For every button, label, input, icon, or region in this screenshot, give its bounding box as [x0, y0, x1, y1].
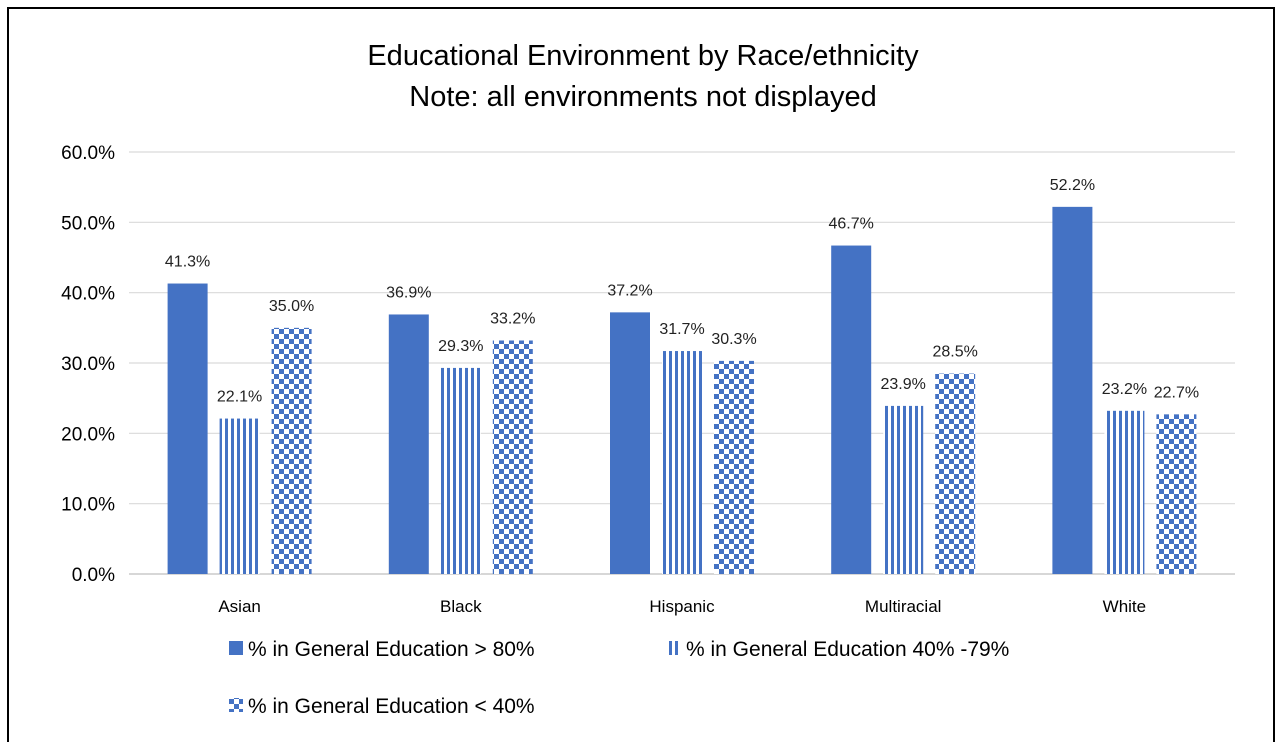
y-tick-label: 60.0% — [61, 143, 115, 164]
bar-solid — [1052, 206, 1093, 575]
bar-vertical-stripes — [219, 418, 260, 574]
bar-checkerboard — [714, 360, 754, 574]
data-label: 29.3% — [438, 338, 483, 355]
legend-label: % in General Education < 40% — [248, 695, 535, 718]
x-category-label: White — [1103, 597, 1146, 616]
data-label: 30.3% — [711, 331, 756, 348]
legend-label: % in General Education > 80% — [248, 638, 535, 661]
data-label: 28.5% — [933, 344, 978, 361]
y-tick-label: 40.0% — [61, 284, 115, 305]
data-label: 23.9% — [881, 376, 926, 393]
bar-vertical-stripes — [662, 351, 702, 574]
x-axis-categories: Asian Black Hispanic Multiracial White — [218, 597, 1146, 616]
legend-swatch — [667, 641, 681, 655]
bar-checkerboard — [935, 373, 976, 574]
legend-swatch — [229, 641, 243, 655]
y-tick-label: 30.0% — [61, 354, 115, 375]
y-tick-label: 20.0% — [61, 424, 115, 445]
chart-subtitle: Note: all environments not displayed — [409, 81, 876, 113]
x-category-label: Asian — [218, 597, 261, 616]
y-tick-label: 10.0% — [61, 495, 115, 516]
bars — [167, 206, 1197, 575]
bar-checkerboard — [271, 327, 312, 574]
y-axis-ticks: 0.0% 10.0% 20.0% 30.0% 40.0% 50.0% 60.0% — [61, 143, 115, 586]
bar-solid — [388, 314, 429, 574]
bar-vertical-stripes — [440, 367, 481, 574]
data-label: 52.2% — [1050, 177, 1095, 194]
bar-checkerboard — [492, 340, 533, 574]
chart-title: Educational Environment by Race/ethnicit… — [367, 40, 919, 72]
data-label: 46.7% — [829, 216, 874, 233]
data-label: 33.2% — [490, 310, 535, 327]
data-label: 31.7% — [659, 321, 704, 338]
data-label: 22.1% — [217, 389, 262, 406]
x-category-label: Black — [440, 597, 482, 616]
data-label: 41.3% — [165, 254, 210, 271]
y-tick-label: 0.0% — [72, 565, 115, 586]
bar-vertical-stripes — [883, 405, 924, 574]
data-label: 37.2% — [607, 282, 652, 299]
y-tick-label: 50.0% — [61, 213, 115, 234]
data-label: 35.0% — [269, 298, 314, 315]
bar-vertical-stripes — [1104, 410, 1145, 574]
legend-label: % in General Education 40% -79% — [686, 638, 1009, 661]
data-label: 22.7% — [1154, 384, 1199, 401]
x-category-label: Hispanic — [649, 597, 715, 616]
legend-swatch — [229, 698, 243, 712]
bar-chart: Educational Environment by Race/ethnicit… — [61, 40, 1235, 718]
legend: % in General Education > 80% % in General… — [229, 638, 1009, 718]
data-labels: 41.3% 22.1% 35.0% 36.9% 29.3% 33.2% 37.2% 31.7%… — [165, 177, 1199, 406]
bar-solid — [167, 283, 208, 574]
bar-solid — [610, 312, 650, 574]
bar-checkerboard — [1156, 414, 1197, 574]
data-label: 23.2% — [1102, 381, 1147, 398]
chart-frame: Educational Environment by Race/ethnicit… — [7, 7, 1275, 742]
data-label: 36.9% — [386, 284, 431, 301]
x-category-label: Multiracial — [865, 597, 942, 616]
bar-solid — [831, 245, 872, 574]
